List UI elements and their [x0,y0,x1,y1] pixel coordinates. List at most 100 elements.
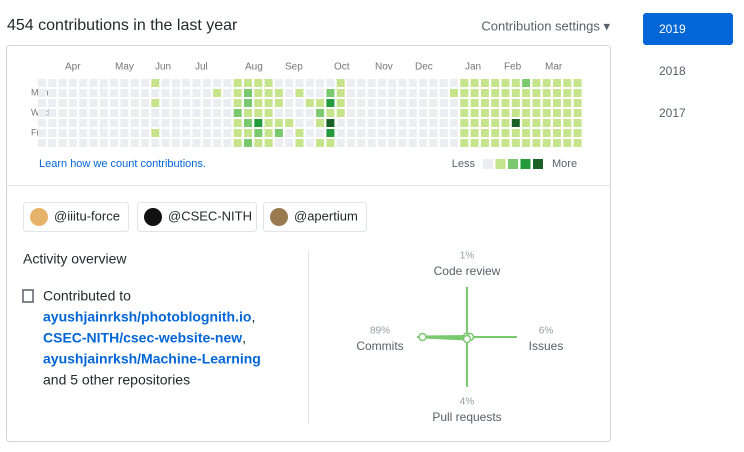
day-cell [450,129,458,137]
day-cell [542,99,551,107]
day-cell [522,109,531,117]
day-cell [38,119,46,127]
day-cell [58,109,67,117]
day-cell [439,109,448,117]
day-cell [171,89,180,97]
day-cell [388,139,397,147]
repo-link[interactable]: ayushjainrksh/photoblognith.io [43,309,251,325]
day-cell [223,119,232,127]
learn-link[interactable]: Learn how we count contributions. [39,158,206,170]
day-cell [254,109,263,117]
day-cell [429,109,438,117]
day-cell [182,119,191,127]
day-cell [182,79,191,87]
legend-cell [520,159,531,169]
day-cell [151,99,160,107]
month-label: Nov [375,62,393,73]
day-cell [233,79,242,87]
day-cell [171,79,180,87]
day-cell [511,139,520,147]
day-cell [213,119,222,127]
day-cell [408,139,417,147]
day-cell [130,119,139,127]
day-cell [408,79,417,87]
day-cell [192,89,201,97]
legend-cell [483,159,493,169]
day-cell [48,109,57,117]
day-cell [450,109,458,117]
day-cell [110,119,119,127]
day-cell [120,79,129,87]
day-cell [295,89,304,97]
day-cell [285,89,294,97]
day-cell [79,89,88,97]
year[interactable]: 2019 [659,22,686,36]
day-cell [89,139,98,147]
org-badge[interactable] [23,202,129,232]
month-label: Dec [415,62,433,73]
settings[interactable]: Contribution settings ▾ [481,18,610,33]
day-cell [99,89,108,97]
repo-link[interactable]: CSEC-NITH/csec-website-new [43,330,242,346]
day-cell [264,79,273,87]
org-name[interactable]: @iiitu-force [54,208,120,223]
day-cell [408,119,417,127]
day-cell [58,129,67,137]
day-cell [367,79,376,87]
day-cell [89,79,98,87]
day-cell [99,139,108,147]
org-badge[interactable] [137,202,257,232]
day-cell [171,99,180,107]
day-cell [38,139,46,147]
day-cell [522,99,531,107]
day-cell [264,129,273,137]
repo-link[interactable]: ayushjainrksh/Machine-Learning [43,351,261,367]
day-cell [89,109,98,117]
day-cell [151,129,160,137]
day-cell [68,119,77,127]
day-cell [79,79,88,87]
day-cell [563,129,572,137]
day-cell [429,99,438,107]
day-cell [141,79,149,87]
day-cell [429,129,438,137]
day-cell [336,129,345,137]
day-cell [38,129,46,137]
org-badge[interactable] [263,202,367,232]
day-cell [244,109,252,117]
day-cell [522,79,531,87]
day-cell [151,139,160,147]
day-cell [377,129,386,137]
day-cell [419,129,428,137]
day-cell [532,129,541,137]
radar-point [462,334,472,344]
day-cell [450,139,458,147]
day-cell [460,79,469,87]
year[interactable]: 2017 [659,106,686,120]
day-cell [264,119,273,127]
radar-point [418,332,427,342]
title: 454 contributions in the last year [7,17,238,34]
day-cell [48,139,57,147]
day-cell [202,89,211,97]
day-cell [120,109,129,117]
day-cell [470,109,479,117]
day-cell [326,99,335,107]
year-selected[interactable] [643,13,733,45]
day-cell [244,119,252,127]
day-cell [192,139,201,147]
year[interactable]: 2018 [659,64,686,78]
org-name[interactable]: @apertium [294,208,358,223]
day-cell [213,139,222,147]
org-icon [270,208,288,226]
org-name[interactable]: @CSEC-NITH [168,208,252,223]
day-cell [58,79,67,87]
day-cell [532,119,541,127]
overview-title: Activity overview [23,251,127,267]
day-cell [357,89,366,97]
separator: , [251,309,255,325]
radar-label: Issues [529,339,564,353]
day-cell [522,89,531,97]
day-cell [511,109,520,117]
day-cell [233,99,242,107]
